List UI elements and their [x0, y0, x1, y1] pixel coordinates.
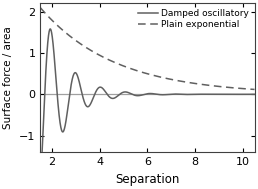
Damped oscillatory — [39, 186, 42, 188]
Plain exponential — [39, 6, 42, 9]
Damped oscillatory — [226, 93, 229, 95]
X-axis label: Separation: Separation — [115, 173, 180, 186]
Damped oscillatory — [49, 28, 52, 30]
Plain exponential — [130, 68, 133, 70]
Damped oscillatory — [253, 93, 256, 95]
Damped oscillatory — [76, 75, 79, 77]
Plain exponential — [253, 88, 256, 91]
Plain exponential — [226, 86, 229, 88]
Plain exponential — [121, 64, 124, 67]
Plain exponential — [76, 41, 79, 43]
Damped oscillatory — [249, 93, 252, 95]
Plain exponential — [63, 31, 66, 33]
Y-axis label: Surface force / area: Surface force / area — [3, 26, 13, 129]
Plain exponential — [249, 88, 252, 90]
Damped oscillatory — [121, 91, 124, 94]
Legend: Damped oscillatory, Plain exponential: Damped oscillatory, Plain exponential — [137, 8, 250, 30]
Line: Damped oscillatory: Damped oscillatory — [40, 29, 255, 187]
Damped oscillatory — [63, 126, 66, 129]
Line: Plain exponential: Plain exponential — [40, 8, 255, 89]
Damped oscillatory — [130, 93, 133, 95]
